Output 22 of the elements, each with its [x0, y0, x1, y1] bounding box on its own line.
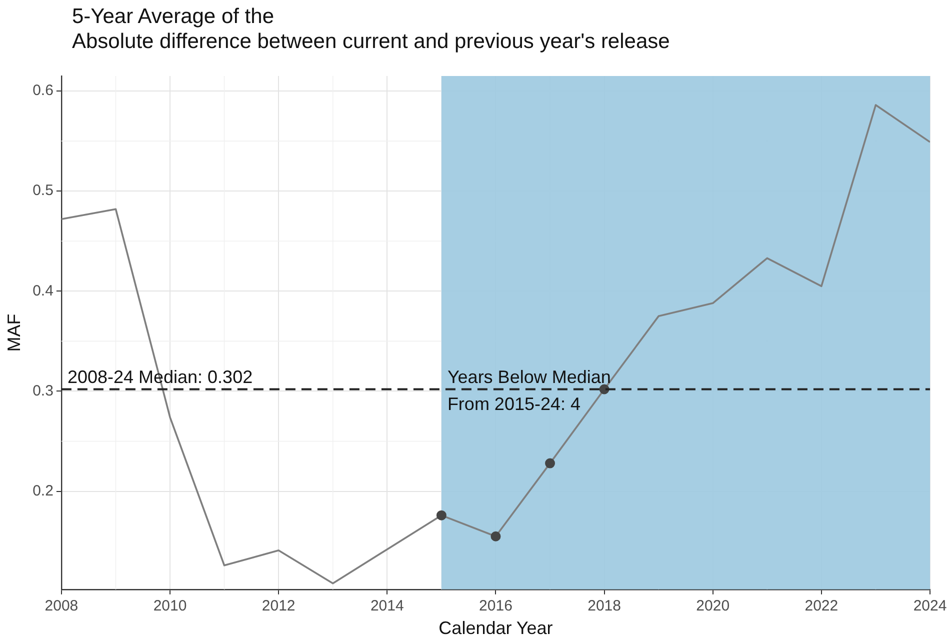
x-tick-label: 2016 [479, 598, 512, 615]
y-tick-label: 0.5 [32, 182, 54, 200]
x-tick-label: 2012 [262, 598, 296, 615]
x-tick-label: 2024 [913, 598, 947, 615]
y-tick-label: 0.4 [32, 282, 54, 300]
x-axis-title: Calendar Year [438, 618, 553, 638]
x-tick-label: 2018 [588, 598, 621, 615]
point [436, 510, 446, 520]
annotation: Years Below Median From 2015-24: 4 [447, 367, 611, 414]
x-tick-label: 2010 [153, 598, 187, 615]
x-tick-label: 2020 [696, 598, 730, 615]
point [545, 458, 556, 468]
x-tick-label: 2022 [804, 598, 838, 615]
y-tick-label: 0.6 [32, 82, 54, 100]
x-tick-label: 2008 [44, 598, 78, 615]
point [490, 531, 501, 542]
x-tick-label: 2014 [370, 598, 404, 615]
y-axis-title: MAF [4, 314, 24, 352]
y-tick-label: 0.3 [32, 382, 54, 400]
y-tick-label: 0.2 [32, 482, 54, 500]
ref-line-label: 2008-24 Median: 0.302 [67, 367, 253, 388]
chart-title: 5-Year Average of the Absolute difference between current and previous year's release [72, 4, 670, 54]
